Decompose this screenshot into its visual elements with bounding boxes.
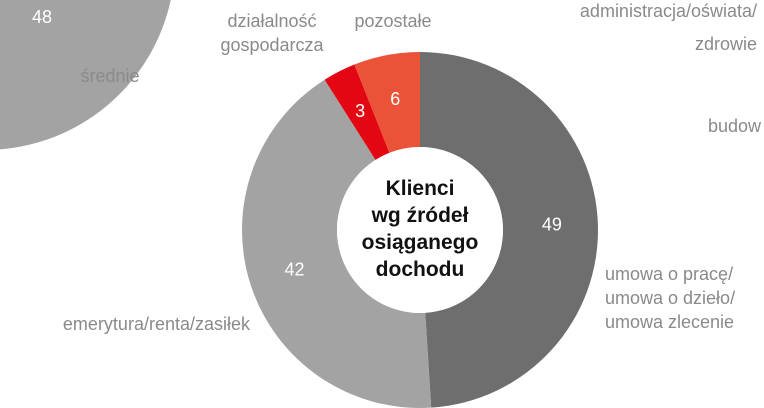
donut-segment — [242, 79, 432, 408]
label: administracja/oświata/ — [580, 1, 757, 21]
donut-hole — [337, 147, 503, 313]
donut-segment — [324, 64, 390, 160]
value-label: 48 — [32, 7, 52, 27]
chart-title: osiąganego — [362, 231, 479, 254]
value-label: 49 — [542, 215, 562, 235]
chart-title: wg źródeł — [371, 204, 469, 227]
label: umowa o dzieło/ — [605, 288, 735, 308]
donut-segment — [420, 52, 599, 408]
label: pozostałe — [354, 11, 431, 31]
label: działalność — [227, 11, 316, 31]
label: emerytura/renta/zasiłek — [63, 314, 251, 334]
value-label: 3 — [355, 101, 365, 121]
donut-segment — [354, 52, 420, 153]
label: zdrowie — [695, 34, 757, 54]
chart-title: dochodu — [376, 258, 465, 281]
label: budow — [708, 116, 762, 136]
label: umowa o pracę/ — [605, 264, 733, 284]
label: umowa zlecenie — [605, 312, 734, 332]
value-label: 42 — [284, 260, 304, 280]
label: średnie — [80, 66, 139, 86]
label: gospodarcza — [220, 35, 324, 55]
pie-slice — [0, 0, 171, 150]
value-label: 6 — [390, 89, 400, 109]
chart-title: Klienci — [386, 177, 455, 200]
